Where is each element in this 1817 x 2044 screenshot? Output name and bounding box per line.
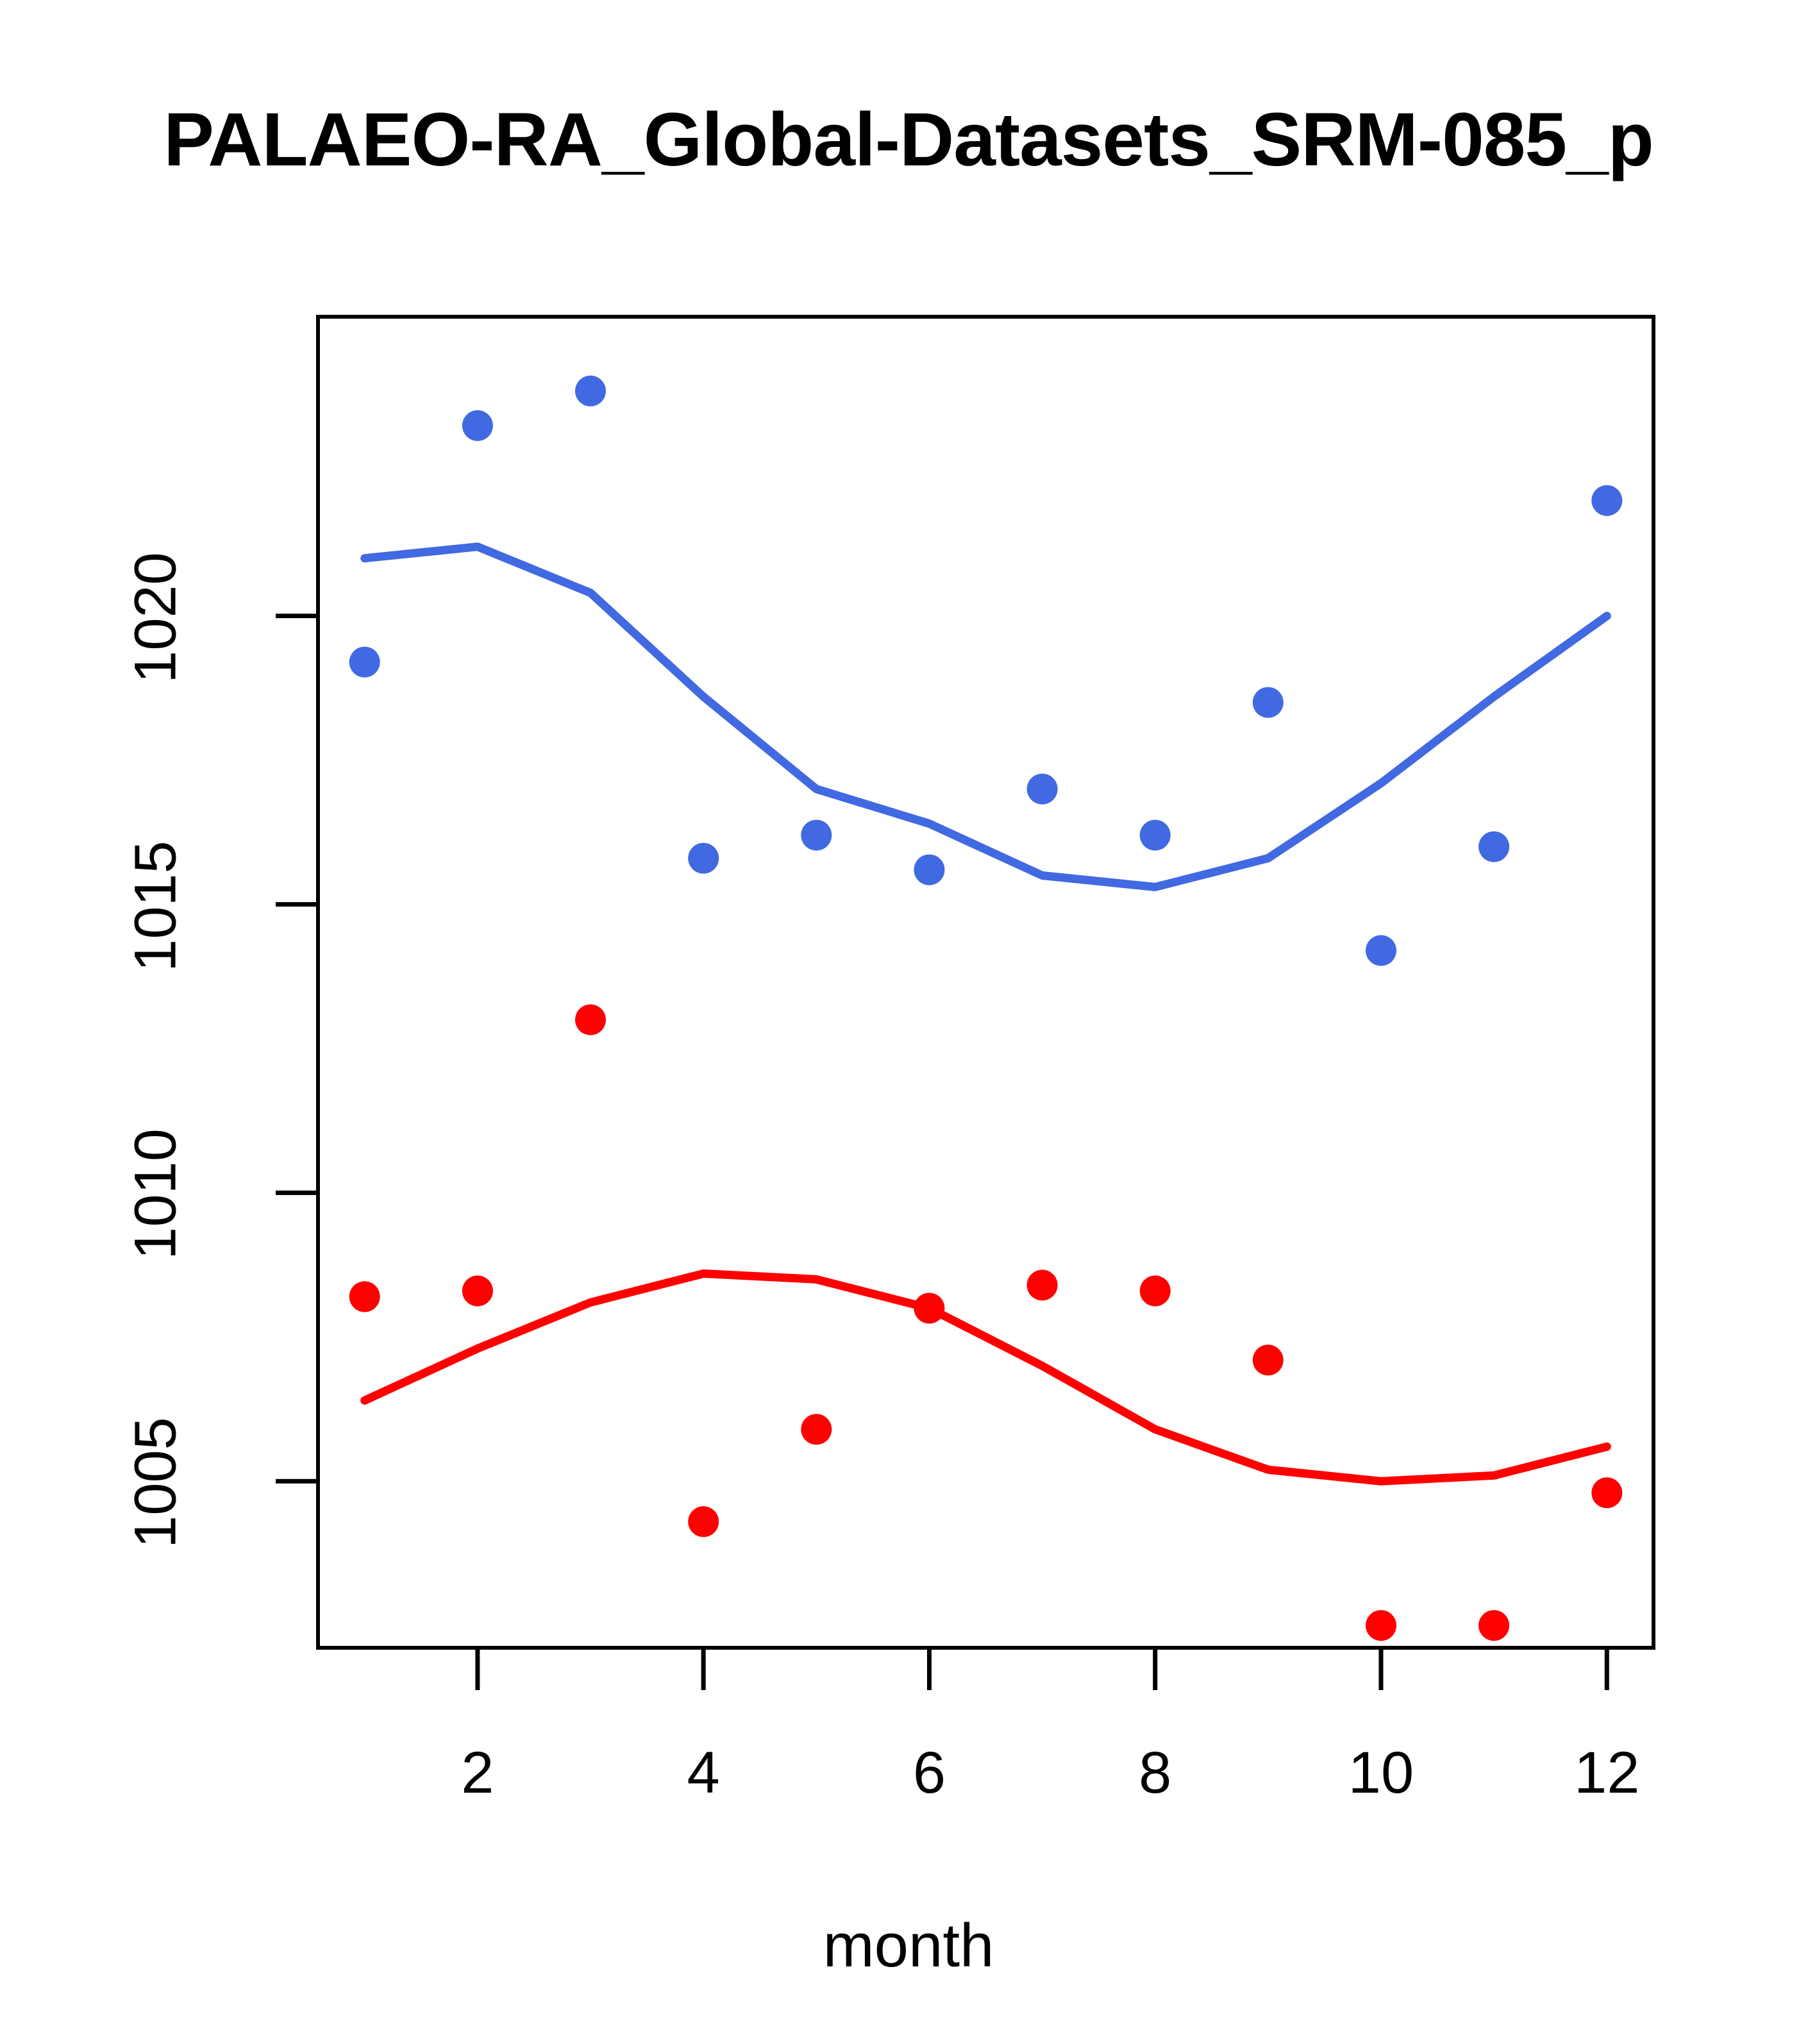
x-axis-title: month: [823, 1911, 994, 1980]
plot-area: [316, 315, 1655, 1650]
x-axis-tick-label: 4: [687, 1740, 720, 1805]
y-axis-tick-label: 1020: [122, 551, 188, 683]
y-axis-tick-label: 1005: [122, 1417, 188, 1549]
x-axis-tick-label: 6: [912, 1740, 946, 1805]
x-axis-tick-label: 10: [1348, 1740, 1414, 1805]
y-axis-tick-label: 1015: [122, 840, 188, 972]
y-axis-tick-label: 1010: [122, 1128, 188, 1261]
page-title: PALAEO-RA_Global-Datasets_SRM-085_p: [163, 97, 1654, 182]
x-axis-tick-label: 2: [461, 1740, 494, 1805]
x-axis-tick-label: 12: [1574, 1740, 1640, 1805]
x-axis-tick-label: 8: [1139, 1740, 1172, 1805]
